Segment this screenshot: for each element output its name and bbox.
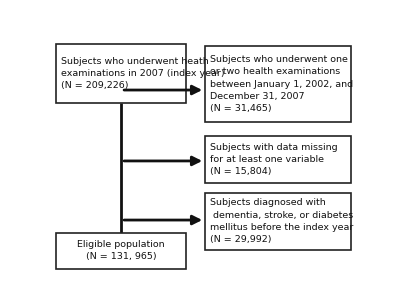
- FancyBboxPatch shape: [56, 44, 186, 103]
- FancyBboxPatch shape: [205, 46, 351, 122]
- Text: Subjects who underwent heath
examinations in 2007 (index year)
(N = 209,226): Subjects who underwent heath examination…: [61, 57, 224, 90]
- FancyBboxPatch shape: [205, 193, 351, 250]
- FancyBboxPatch shape: [56, 233, 186, 269]
- Text: Subjects who underwent one
or two health examinations
between January 1, 2002, a: Subjects who underwent one or two health…: [210, 55, 353, 113]
- Text: Subjects with data missing
for at least one variable
(N = 15,804): Subjects with data missing for at least …: [210, 143, 337, 177]
- FancyBboxPatch shape: [205, 136, 351, 183]
- Text: Subjects diagnosed with
 dementia, stroke, or diabetes
mellitus before the index: Subjects diagnosed with dementia, stroke…: [210, 199, 353, 244]
- Text: Eligible population
(N = 131, 965): Eligible population (N = 131, 965): [78, 240, 165, 261]
